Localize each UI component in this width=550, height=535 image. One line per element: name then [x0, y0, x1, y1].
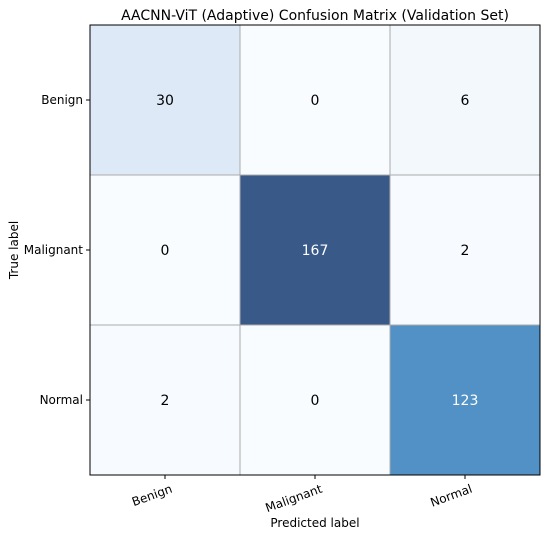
cell-value-2-0: 2 [161, 393, 170, 409]
cell-value-0-0: 30 [156, 93, 174, 109]
heatmap-cell-1-0 [89, 174, 241, 326]
heatmap-cell-1-2 [389, 174, 541, 326]
x-tick-label-0: Benign [130, 482, 174, 509]
heatmap-cells [89, 24, 541, 476]
cell-value-1-0: 0 [161, 243, 170, 259]
heatmap-cell-0-0 [89, 24, 241, 176]
cell-value-0-2: 6 [461, 93, 470, 109]
y-axis-label: True label [7, 221, 21, 280]
cell-value-labels: 30 0 6 0 167 2 2 0 123 [156, 93, 478, 409]
cell-value-1-2: 2 [461, 243, 470, 259]
heatmap-cell-2-0 [89, 324, 241, 476]
heatmap-cell-2-1 [239, 324, 391, 476]
cell-value-2-1: 0 [311, 393, 320, 409]
heatmap-cell-1-1 [239, 174, 391, 326]
heatmap-cell-0-1 [239, 24, 391, 176]
cell-value-0-1: 0 [311, 93, 320, 109]
x-tick-label-1: Malignant [264, 482, 325, 516]
x-axis-label: Predicted label [270, 516, 359, 530]
chart-title: AACNN-ViT (Adaptive) Confusion Matrix (V… [121, 8, 509, 24]
x-tick-label-2: Normal [428, 482, 474, 510]
plot-frame [89, 24, 541, 476]
y-tick-label-2: Normal [40, 393, 83, 407]
y-tick-label-1: Malignant [24, 243, 84, 257]
cell-value-1-1: 167 [302, 243, 329, 259]
cell-value-2-2: 123 [452, 393, 479, 409]
y-tick-label-0: Benign [41, 93, 83, 107]
